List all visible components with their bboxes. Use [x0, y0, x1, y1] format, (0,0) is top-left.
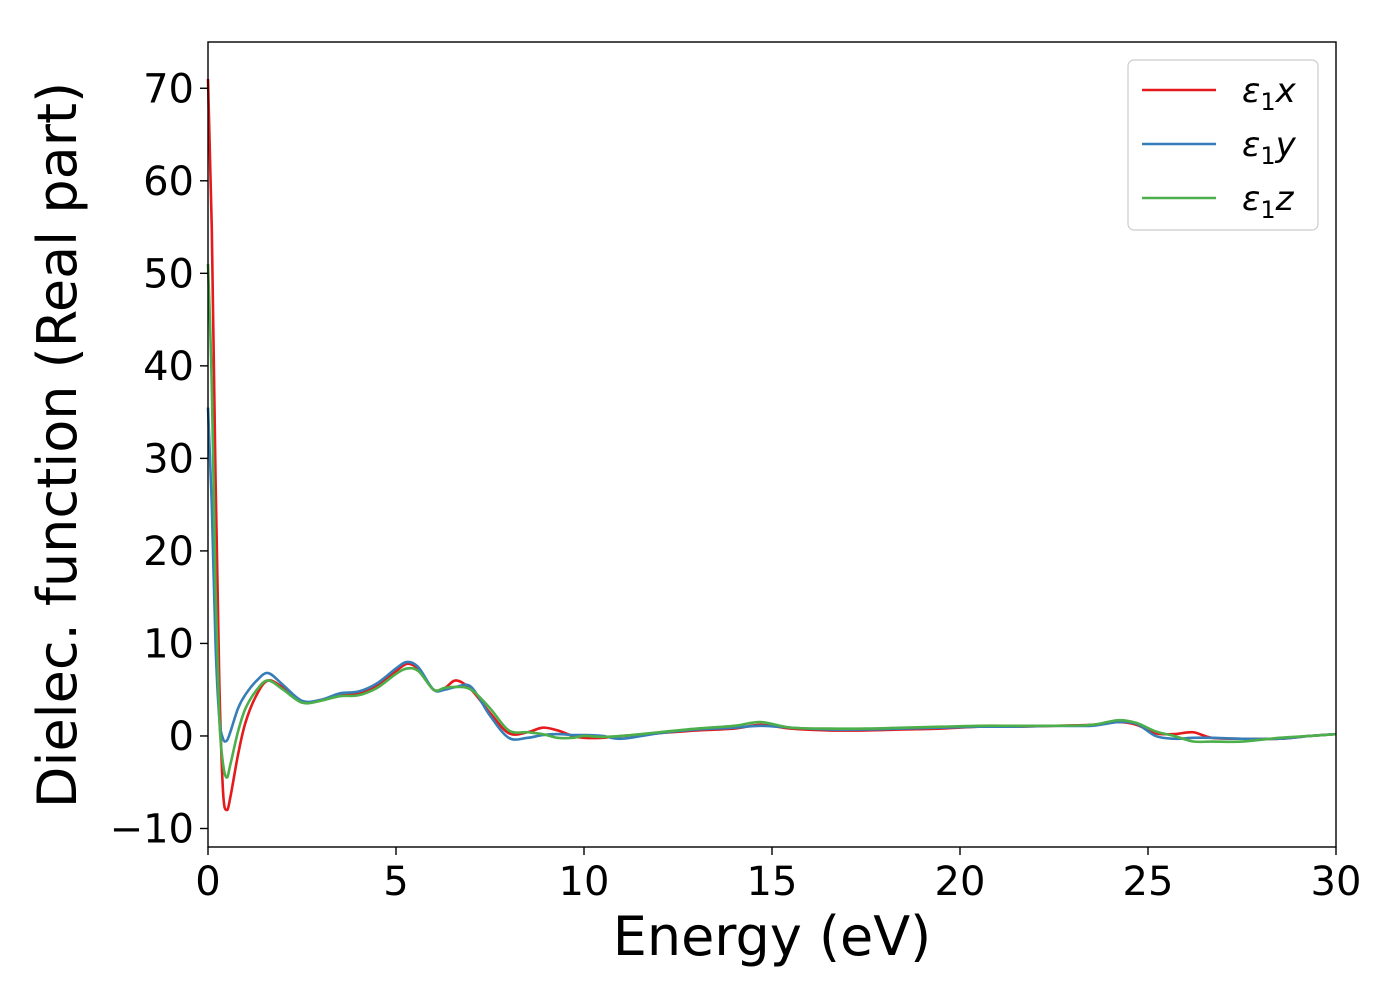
x-tick-label: 30 — [1311, 859, 1362, 905]
y-tick-label: 0 — [169, 714, 194, 760]
x-tick-label: 5 — [383, 859, 408, 905]
y-tick-label: −10 — [110, 806, 194, 852]
y-tick-label: 40 — [143, 344, 194, 390]
legend-label-3: ε1z — [1242, 179, 1295, 224]
x-tick-label: 20 — [935, 859, 986, 905]
x-tick-label: 10 — [559, 859, 610, 905]
y-axis-label: Dielec. function (Real part) — [26, 82, 89, 808]
y-tick-label: 70 — [143, 66, 194, 112]
series-line-3 — [206, 264, 1337, 779]
x-tick-label: 25 — [1123, 859, 1174, 905]
x-axis-label: Energy (eV) — [613, 905, 932, 968]
x-tick-label: 0 — [195, 859, 220, 905]
y-tick-label: 50 — [143, 251, 194, 297]
x-tick-label: 15 — [747, 859, 798, 905]
series-layer — [206, 78, 1337, 812]
x-axis-ticks: 0 5 10 15 20 25 30 — [195, 847, 1361, 905]
y-axis-ticks: −10 0 10 20 30 40 50 60 70 — [110, 66, 208, 852]
legend-label-2: ε1y — [1242, 125, 1297, 170]
legend-box — [1127, 59, 1319, 231]
y-tick-label: 30 — [143, 436, 194, 482]
y-tick-label: 10 — [143, 621, 194, 667]
legend-label-1: ε1x — [1242, 71, 1297, 116]
y-tick-label: 60 — [143, 159, 194, 205]
y-tick-label: 20 — [143, 529, 194, 575]
legend: ε1x ε1y ε1z — [1127, 59, 1319, 231]
